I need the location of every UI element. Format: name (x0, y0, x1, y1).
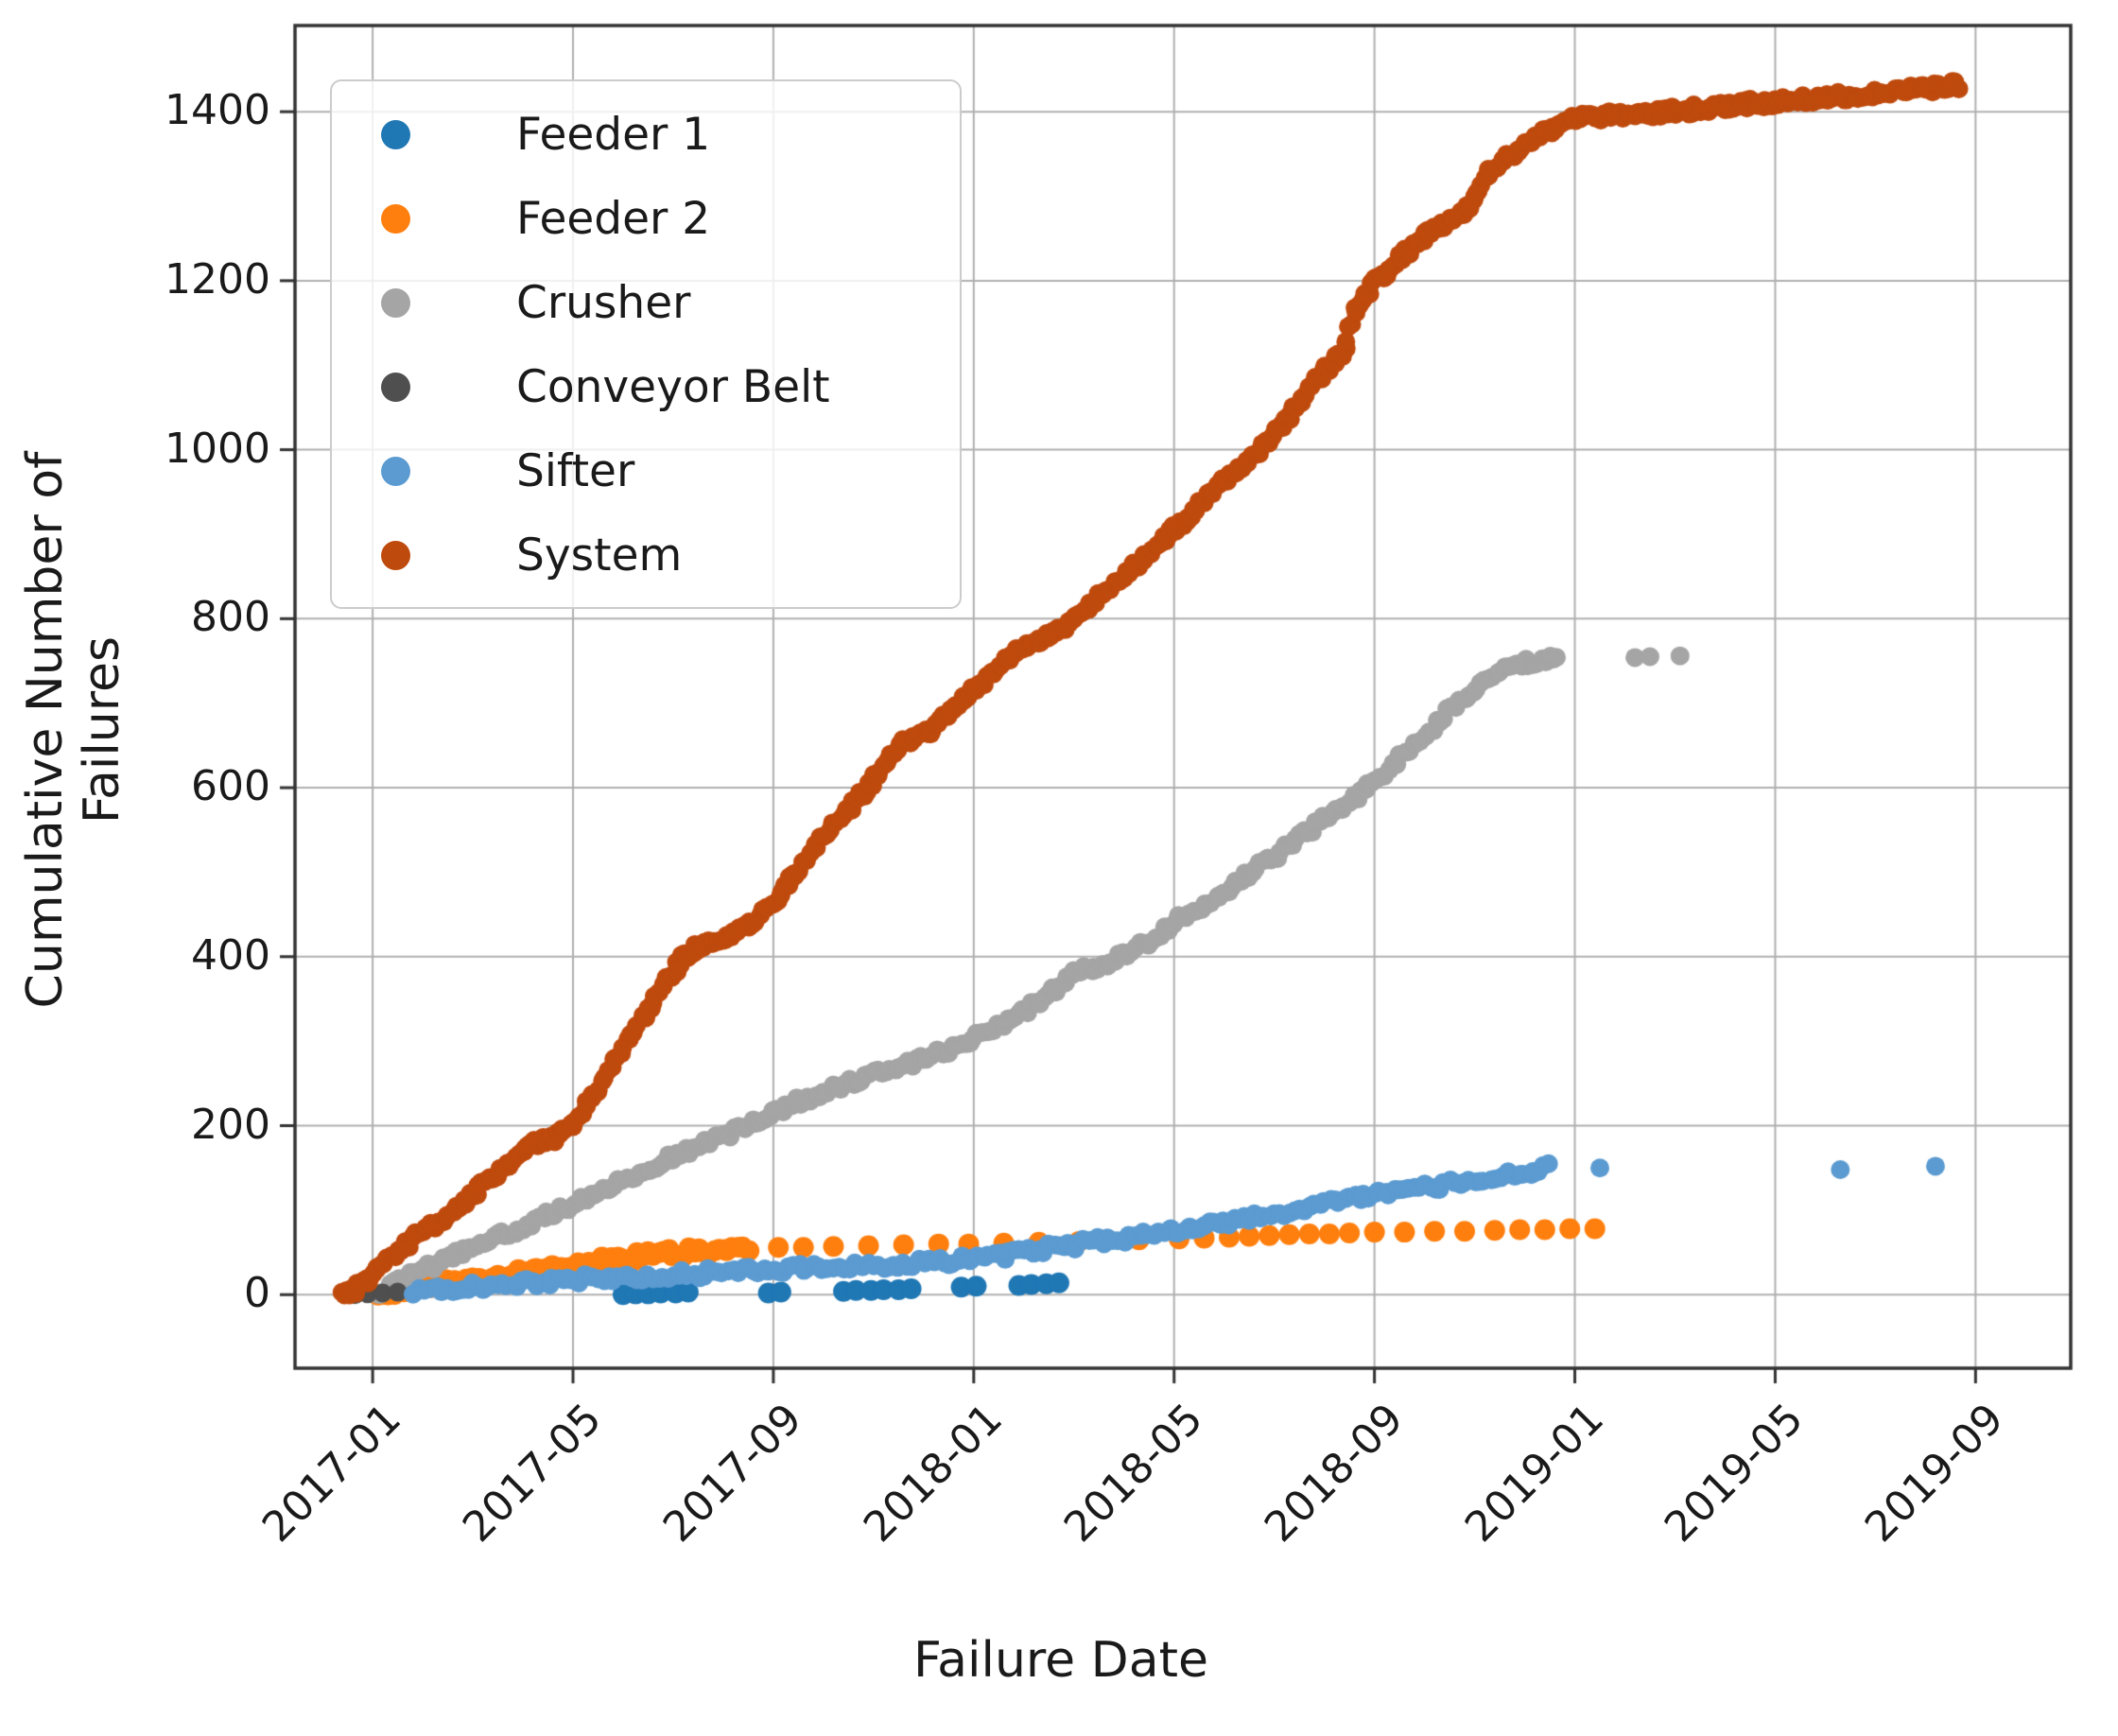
y-tick-label: 1200 (165, 254, 270, 304)
y-tick-label: 0 (244, 1269, 270, 1318)
legend-label: Crusher (516, 277, 691, 329)
legend: Feeder 1 Feeder 2 Crusher Conveyor Belt … (330, 79, 962, 609)
legend-label: Conveyor Belt (516, 361, 830, 413)
legend-marker-feeder-1 (381, 120, 410, 149)
legend-label: Sifter (516, 445, 635, 497)
legend-item-conveyor-belt: Conveyor Belt (332, 345, 960, 429)
legend-marker-feeder-2 (381, 204, 410, 234)
legend-item-sifter: Sifter (332, 429, 960, 513)
legend-marker-system (381, 541, 410, 570)
legend-marker-sifter (381, 457, 410, 486)
y-tick-label: 400 (191, 930, 270, 980)
y-tick-label: 600 (191, 762, 270, 811)
legend-item-feeder-1: Feeder 1 (332, 93, 960, 177)
x-axis-title: Failure Date (913, 1632, 1208, 1689)
legend-marker-crusher (381, 288, 410, 318)
legend-marker-conveyor-belt (381, 373, 410, 402)
y-tick-label: 200 (191, 1100, 270, 1149)
y-axis-title: Cumulative Number of Failures (17, 451, 130, 1009)
legend-label: System (516, 529, 683, 582)
y-tick-label: 800 (191, 593, 270, 642)
legend-label: Feeder 2 (516, 193, 711, 245)
legend-item-system: System (332, 513, 960, 598)
y-tick-label: 1400 (165, 86, 270, 135)
y-tick-label: 1000 (165, 424, 270, 473)
legend-item-feeder-2: Feeder 2 (332, 177, 960, 261)
legend-item-crusher: Crusher (332, 261, 960, 345)
legend-label: Feeder 1 (516, 109, 711, 161)
